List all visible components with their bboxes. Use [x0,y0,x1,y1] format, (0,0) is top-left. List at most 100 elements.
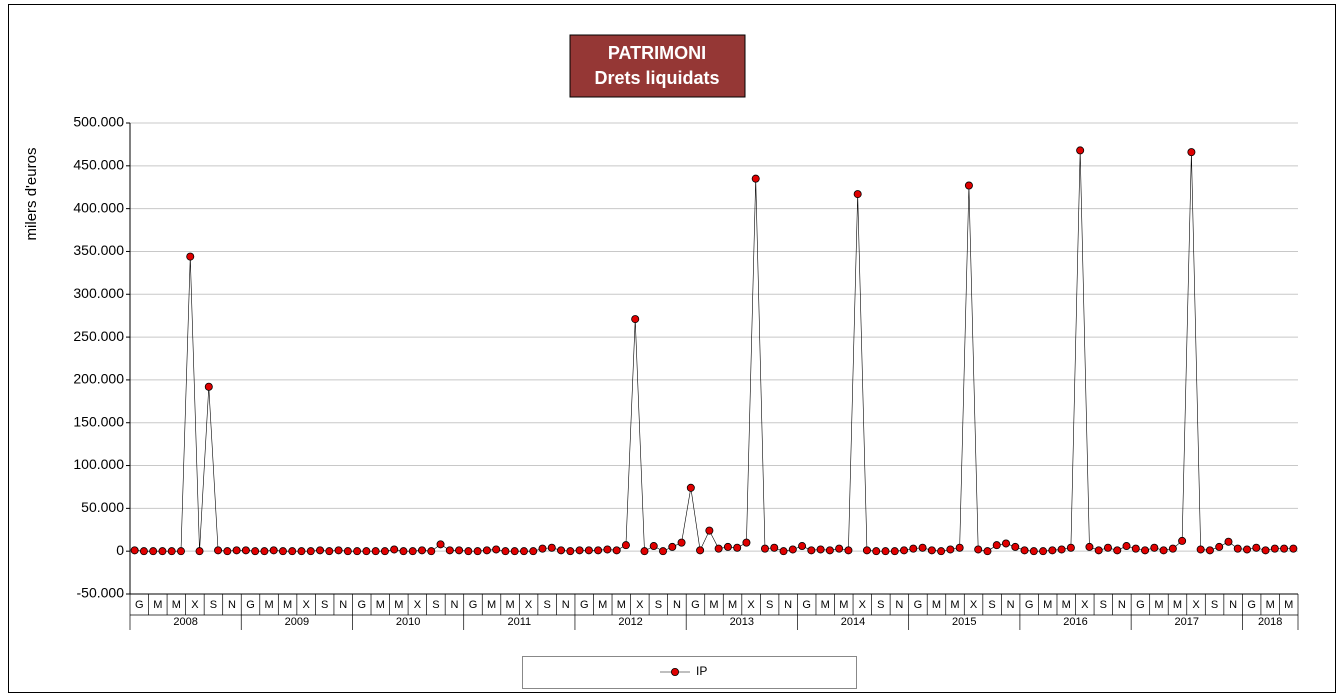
x-tick-label: S [432,599,439,611]
x-tick-label: G [914,599,923,611]
x-tick-label: G [1136,599,1145,611]
year-label: 2015 [952,616,976,628]
data-point [288,547,297,556]
data-point [937,547,946,556]
y-tick-label: 150.000 [73,413,124,429]
x-tick-label: M [376,599,385,611]
y-tick-label: 0 [116,542,124,558]
x-tick-label: X [970,599,978,611]
data-point [927,546,936,555]
data-point [1150,543,1159,552]
year-label: 2016 [1063,616,1087,628]
year-label: 2010 [396,616,420,628]
x-tick-label: X [636,599,644,611]
data-point [251,547,260,556]
data-point [455,546,464,555]
x-tick-label: M [487,599,496,611]
data-point [427,547,436,556]
data-point [575,546,584,555]
x-tick-label: G [691,599,700,611]
x-tick-label: M [1062,599,1071,611]
data-point [742,538,751,547]
x-tick-label: M [394,599,403,611]
data-point [705,526,714,535]
data-point [501,547,510,556]
data-point [158,547,167,556]
x-tick-label: N [562,599,570,611]
data-point [464,547,473,556]
year-label: 2009 [285,616,309,628]
data-point [1252,543,1261,552]
data-point [538,544,547,553]
data-point [529,547,538,556]
x-tick-label: S [988,599,995,611]
x-tick-label: N [228,599,236,611]
data-point [316,546,325,555]
x-tick-label: M [617,599,626,611]
data-point [686,483,695,492]
x-tick-label: X [191,599,199,611]
data-point [788,545,797,554]
data-point [631,315,640,324]
x-tick-label: M [505,599,514,611]
x-tick-label: M [932,599,941,611]
data-point [1187,148,1196,157]
x-tick-label: M [1173,599,1182,611]
x-tick-label: G [469,599,478,611]
data-point [260,547,269,556]
x-tick-label: M [283,599,292,611]
data-point [408,547,417,556]
data-point [362,547,371,556]
data-point [696,546,705,555]
data-point [1066,543,1075,552]
data-point [1233,544,1242,553]
x-tick-label: N [1007,599,1015,611]
x-tick-label: M [1154,599,1163,611]
data-point [881,547,890,556]
data-point [1224,537,1233,546]
chart-title: PATRIMONI [608,43,706,63]
data-point [519,547,528,556]
x-tick-label: S [1211,599,1218,611]
data-point [297,547,306,556]
data-point [723,542,732,551]
x-tick-label: G [246,599,255,611]
data-point [1159,546,1168,555]
data-point [983,547,992,556]
data-point [353,547,362,556]
data-point [1103,543,1112,552]
data-point [835,544,844,553]
data-point [733,543,742,552]
data-point [1094,546,1103,555]
x-tick-label: M [1284,599,1293,611]
data-point [668,542,677,551]
data-point [214,546,223,555]
y-tick-label: 200.000 [73,371,124,387]
data-point [1280,544,1289,553]
data-point [492,545,501,554]
data-point [816,545,825,554]
x-tick-label: M [598,599,607,611]
year-label: 2012 [618,616,642,628]
data-point [955,543,964,552]
data-point [390,545,399,554]
data-point [139,547,148,556]
chart-frame [8,4,1336,693]
year-label: 2008 [173,616,197,628]
data-point [900,546,909,555]
data-point [1029,547,1038,556]
x-tick-label: N [895,599,903,611]
data-point [269,546,278,555]
y-tick-label: 350.000 [73,242,124,258]
x-tick-label: G [1025,599,1034,611]
data-point [436,540,445,549]
data-point [1076,146,1085,155]
data-point [1261,546,1270,555]
x-tick-label: M [1266,599,1275,611]
x-tick-label: S [210,599,217,611]
data-point [612,546,621,555]
data-point [760,544,769,553]
data-point [992,541,1001,550]
data-point [399,547,408,556]
